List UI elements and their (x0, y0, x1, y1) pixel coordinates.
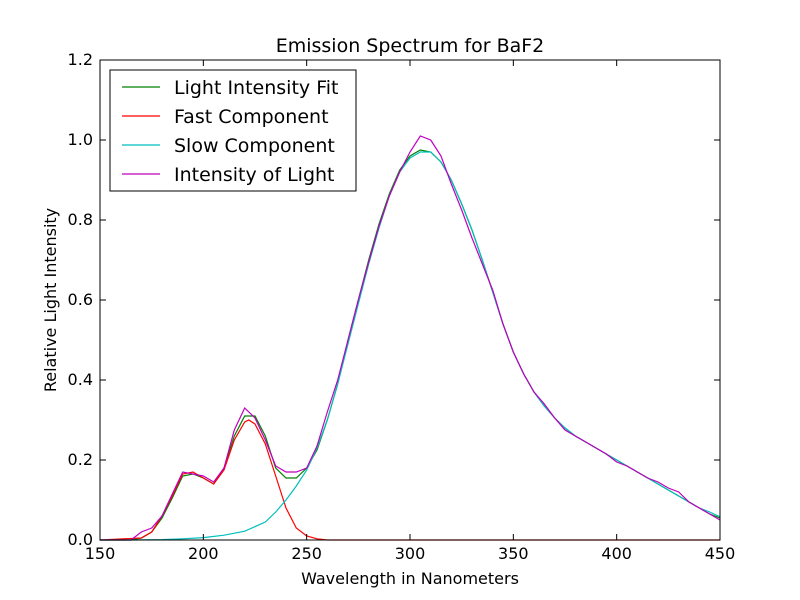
x-tick-label: 400 (601, 544, 632, 563)
chart-title: Emission Spectrum for BaF2 (276, 35, 545, 57)
y-tick-label: 0.2 (68, 450, 93, 469)
x-axis: 150 200 250 300 350 400 450 (85, 60, 736, 563)
x-tick-label: 450 (705, 544, 736, 563)
y-tick-label: 1.0 (68, 130, 93, 149)
plot-lines (99, 135, 721, 541)
legend: Light Intensity Fit Fast Component Slow Co… (109, 69, 357, 192)
legend-label-3: Slow Component (174, 135, 335, 157)
y-tick-label: 0.6 (68, 290, 93, 309)
y-tick-label: 0.8 (68, 210, 93, 229)
legend-label-2: Fast Component (174, 106, 329, 128)
legend-label-1: Light Intensity Fit (174, 77, 338, 99)
y-axis: 0.0 0.2 0.4 0.6 0.8 1.0 1.2 (68, 50, 720, 549)
legend-frame (109, 69, 357, 192)
y-tick-label: 0.4 (68, 370, 93, 389)
y-tick-label: 1.2 (68, 50, 93, 69)
series-line-4 (100, 135, 721, 541)
x-tick-label: 150 (85, 544, 116, 563)
x-tick-label: 300 (395, 544, 426, 563)
x-tick-label: 350 (498, 544, 529, 563)
y-axis-title: Relative Light Intensity (41, 208, 60, 392)
legend-label-4: Intensity of Light (174, 164, 335, 186)
y-tick-label: 0.0 (68, 530, 93, 549)
x-tick-label: 200 (188, 544, 219, 563)
x-tick-label: 250 (291, 544, 322, 563)
x-axis-title: Wavelength in Nanometers (301, 569, 519, 588)
